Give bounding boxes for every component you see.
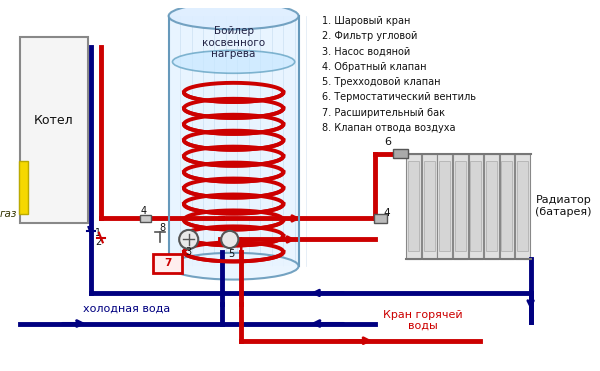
Bar — [515, 154, 530, 259]
Bar — [140, 215, 151, 222]
Text: 8. Клапан отвода воздуха: 8. Клапан отвода воздуха — [322, 123, 456, 133]
Text: 7: 7 — [164, 258, 172, 268]
Bar — [20, 37, 88, 223]
Ellipse shape — [169, 253, 299, 280]
Text: 3: 3 — [185, 247, 192, 257]
Text: 2. Фильтр угловой: 2. Фильтр угловой — [322, 31, 418, 41]
Bar — [393, 149, 409, 158]
Bar — [422, 154, 437, 259]
Bar — [374, 214, 388, 223]
Text: 3. Насос водяной: 3. Насос водяной — [322, 46, 410, 56]
Circle shape — [221, 231, 238, 248]
Circle shape — [179, 230, 198, 249]
Text: Кран горячей
воды: Кран горячей воды — [383, 309, 463, 331]
Text: 5. Трехходовой клапан: 5. Трехходовой клапан — [322, 77, 441, 87]
Text: 1. Шаровый кран: 1. Шаровый кран — [322, 16, 411, 26]
Text: Котел: Котел — [34, 114, 74, 127]
Text: 4: 4 — [383, 208, 390, 218]
Bar — [19, 161, 28, 214]
Bar — [453, 154, 467, 259]
Text: 7. Расширительный бак: 7. Расширительный бак — [322, 108, 445, 118]
Bar — [437, 154, 452, 259]
Bar — [439, 161, 450, 251]
Text: 4: 4 — [141, 206, 147, 216]
Bar — [424, 161, 434, 251]
Text: 4. Обратный клапан: 4. Обратный клапан — [322, 62, 427, 72]
Text: газ: газ — [0, 209, 17, 219]
Bar — [455, 161, 466, 251]
Bar — [154, 254, 182, 273]
Bar — [517, 161, 528, 251]
Text: холодная вода: холодная вода — [83, 304, 170, 314]
Text: Бойлер
косвенного
нагрева: Бойлер косвенного нагрева — [202, 26, 265, 59]
Text: Радиатор
(батарея): Радиатор (батарея) — [535, 195, 592, 217]
Text: 8: 8 — [159, 223, 165, 233]
Text: 6. Термостатический вентиль: 6. Термостатический вентиль — [322, 92, 476, 102]
Text: 2: 2 — [95, 237, 101, 247]
Text: 5: 5 — [229, 249, 235, 259]
Bar — [409, 161, 419, 251]
Bar — [406, 154, 421, 259]
Bar — [169, 16, 299, 266]
Bar — [486, 161, 497, 251]
Text: 1: 1 — [95, 228, 101, 238]
Bar — [470, 161, 481, 251]
Ellipse shape — [169, 3, 299, 29]
Bar — [169, 16, 299, 266]
Bar — [500, 154, 514, 259]
Bar — [502, 161, 512, 251]
Bar — [469, 154, 483, 259]
Bar — [484, 154, 499, 259]
Text: 6: 6 — [384, 137, 391, 147]
Ellipse shape — [172, 50, 295, 73]
